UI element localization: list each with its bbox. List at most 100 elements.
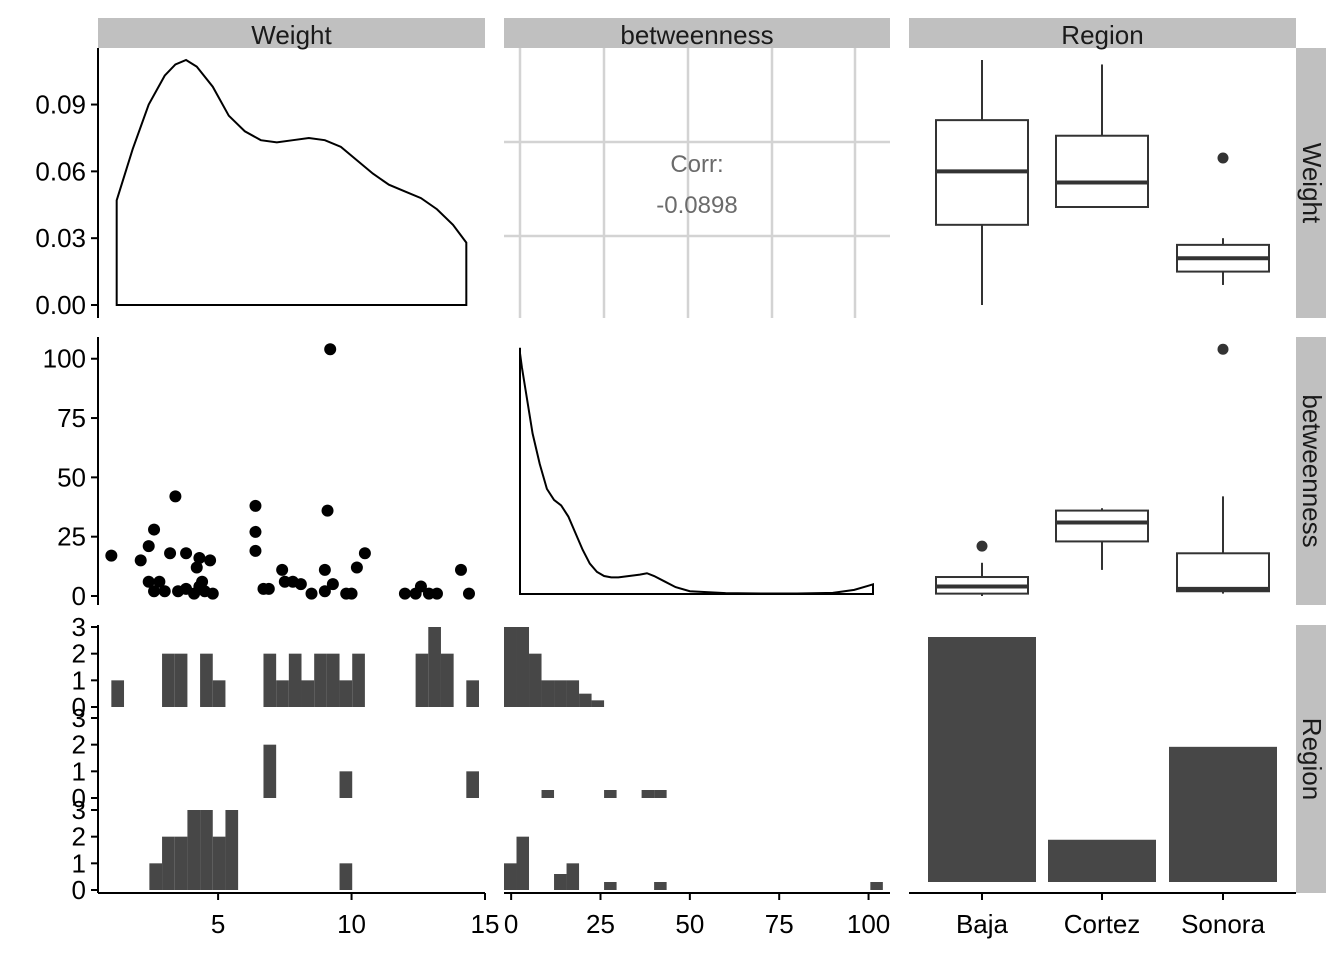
correlation-panel: Corr: -0.0898 bbox=[504, 48, 890, 318]
strip-region-row bbox=[1296, 625, 1326, 893]
histogram-bar-weight-baja bbox=[174, 653, 188, 707]
histogram-bar-weight-baja bbox=[428, 627, 441, 707]
histogram-bar-weight-baja bbox=[339, 680, 353, 707]
scatter-point bbox=[206, 587, 219, 600]
scatter-point bbox=[318, 563, 331, 576]
histogram-bar-weight-baja bbox=[440, 653, 454, 707]
histogram-bar-weight-sonora bbox=[162, 836, 175, 890]
strip-betweenness-row bbox=[1296, 337, 1326, 605]
x-tick-label-weight: 10 bbox=[337, 909, 366, 939]
x-tick-label-weight: 15 bbox=[471, 909, 500, 939]
scatter-point bbox=[148, 523, 161, 536]
scatter-point bbox=[345, 587, 358, 600]
y-tick-label-count: 2 bbox=[72, 639, 86, 669]
panel-layer: 0.000.030.060.09Corr:-0.0898025507510001… bbox=[35, 48, 1296, 939]
strip-betweenness-col-label: betweenness bbox=[620, 20, 773, 50]
scatter-point bbox=[262, 582, 275, 595]
histogram-bar-betweenness-baja bbox=[504, 627, 517, 707]
scatter-point bbox=[326, 578, 339, 591]
scatter-point bbox=[148, 585, 161, 598]
histogram-bar-betweenness-sonora bbox=[870, 882, 883, 890]
histogram-bar-betweenness-sonora bbox=[516, 836, 530, 890]
strip-weight-col bbox=[98, 18, 485, 48]
box-body bbox=[1055, 134, 1149, 209]
strip-region-row-label: Region bbox=[1297, 718, 1327, 800]
histogram-bar-betweenness-cortez bbox=[641, 790, 655, 798]
box-body bbox=[1176, 552, 1270, 593]
boxplot-weight-cortez bbox=[1055, 64, 1149, 209]
histogram-bar-betweenness-baja bbox=[516, 627, 530, 707]
histogram-bar-betweenness-sonora bbox=[504, 863, 517, 890]
density-curve-betweenness bbox=[519, 347, 874, 595]
scatter-point bbox=[454, 563, 467, 576]
box-outlier bbox=[1217, 152, 1229, 164]
histogram-bar-weight-sonora bbox=[212, 836, 226, 890]
histogram-bar-weight-baja bbox=[352, 653, 365, 707]
scatter-point bbox=[249, 499, 262, 512]
histogram-bar-weight-sonora bbox=[187, 810, 201, 890]
x-tick-label-betweenness: 25 bbox=[586, 909, 615, 939]
y-tick-label-betweenness: 100 bbox=[43, 344, 86, 374]
correlation-label: Corr: bbox=[670, 151, 723, 178]
column-strips: Weight betweenness Region bbox=[98, 18, 1296, 50]
scatter-point bbox=[249, 544, 262, 557]
histogram-bar-weight-sonora bbox=[174, 836, 188, 890]
box-outlier bbox=[1217, 343, 1229, 355]
x-tick-label-betweenness: 0 bbox=[504, 909, 518, 939]
scatter-point bbox=[134, 554, 147, 567]
scatter-point bbox=[193, 552, 206, 565]
scatter-point bbox=[190, 561, 203, 574]
x-tick-label-region: Baja bbox=[956, 909, 1009, 939]
y-tick-label-count: 0 bbox=[72, 783, 86, 813]
histogram-bar-betweenness-baja bbox=[554, 680, 567, 707]
histogram-bar-betweenness-sonora bbox=[566, 863, 580, 890]
y-tick-label-count: 0 bbox=[72, 692, 86, 722]
scatter-point bbox=[142, 540, 155, 553]
scatter-point bbox=[318, 585, 331, 598]
scatter-point bbox=[142, 575, 155, 588]
histogram-bar-weight-sonora bbox=[149, 863, 163, 890]
histogram-bar-weight-baja bbox=[212, 680, 226, 707]
histogram-bar-weight-sonora bbox=[225, 810, 239, 890]
histogram-bar-weight-cortez bbox=[339, 771, 353, 798]
y-tick-label-count: 1 bbox=[72, 665, 86, 695]
strip-weight-row bbox=[1296, 48, 1326, 318]
y-tick-label-count: 2 bbox=[72, 822, 86, 852]
x-tick-label-betweenness: 100 bbox=[847, 909, 890, 939]
density-curve-weight bbox=[115, 58, 468, 306]
scatter-point bbox=[462, 587, 475, 600]
strip-betweenness-row-label: betweenness bbox=[1297, 394, 1327, 547]
boxplot-weight-sonora bbox=[1176, 152, 1270, 285]
scatter-point bbox=[105, 549, 118, 562]
x-tick-label-region: Sonora bbox=[1181, 909, 1265, 939]
boxplot-betweenness-cortez bbox=[1055, 508, 1149, 570]
strip-weight-col-label: Weight bbox=[251, 20, 332, 50]
histogram-bar-betweenness-cortez bbox=[654, 790, 667, 798]
scatter-point bbox=[196, 575, 209, 588]
y-tick-label-weight: 0.09 bbox=[35, 90, 86, 120]
y-tick-label-count: 2 bbox=[72, 730, 86, 760]
y-tick-label-betweenness: 50 bbox=[57, 462, 86, 492]
scatter-point bbox=[430, 587, 443, 600]
histogram-bar-betweenness-baja bbox=[566, 680, 580, 707]
histogram-bar-weight-baja bbox=[288, 653, 302, 707]
histogram-bar-weight-baja bbox=[314, 653, 327, 707]
y-tick-label-count: 3 bbox=[72, 612, 86, 642]
scatter-point bbox=[249, 525, 262, 538]
histogram-bar-weight-cortez bbox=[466, 771, 479, 798]
histogram-bar-betweenness-sonora bbox=[554, 874, 567, 890]
y-tick-label-betweenness: 75 bbox=[57, 403, 86, 433]
histogram-bar-betweenness-baja bbox=[541, 680, 555, 707]
y-tick-label-count: 0 bbox=[72, 875, 86, 905]
box-outlier bbox=[976, 540, 988, 552]
scatter-point bbox=[164, 547, 177, 560]
histogram-bar-betweenness-baja bbox=[579, 693, 592, 707]
y-tick-label-betweenness: 25 bbox=[57, 522, 86, 552]
scatter-point bbox=[153, 575, 166, 588]
histogram-bar-weight-baja bbox=[276, 680, 289, 707]
histogram-bar-weight-sonora bbox=[339, 863, 353, 890]
y-tick-label-weight: 0.03 bbox=[35, 223, 86, 253]
boxplot-betweenness-baja bbox=[935, 540, 1029, 596]
scatter-point bbox=[350, 561, 363, 574]
